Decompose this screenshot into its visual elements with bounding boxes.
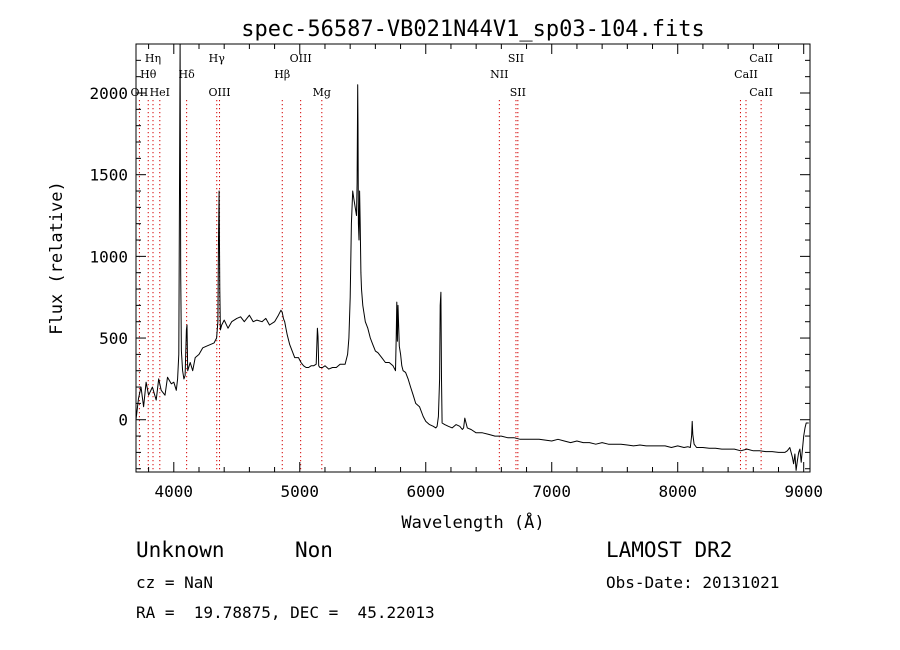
x-tick-label: 4000 — [155, 482, 194, 501]
redshift-label: cz = NaN — [136, 573, 214, 592]
line-marker-label: SII — [508, 52, 524, 65]
x-tick-label: 6000 — [406, 482, 445, 501]
y-tick-labels: 0 500 1000 1500 2000 — [89, 84, 128, 430]
line-marker-label: Hθ — [140, 68, 157, 81]
line-marker-label: OII — [131, 86, 149, 99]
line-marker-label: CaII — [734, 68, 758, 81]
spectrum-line — [135, 43, 809, 471]
line-marker-label: CaII — [749, 86, 773, 99]
line-marker-label: CaII — [749, 52, 773, 65]
object-type: Unknown — [136, 538, 225, 562]
y-tick-label: 1000 — [89, 247, 128, 266]
line-marker-label: SII — [510, 86, 526, 99]
chart-title: spec-56587-VB021N44V1_sp03-104.fits — [241, 17, 705, 42]
observation-date: Obs-Date: 20131021 — [606, 573, 780, 592]
x-axis-label: Wavelength (Å) — [401, 511, 544, 533]
x-tick-label: 5000 — [281, 482, 320, 501]
line-marker-label: Hγ — [209, 52, 226, 65]
line-marker-label: NII — [490, 68, 508, 81]
line-marker-label: Hβ — [274, 68, 290, 81]
x-tick-labels: 4000 5000 6000 7000 8000 9000 — [155, 482, 823, 501]
line-marker-label: OIII — [290, 52, 312, 65]
line-marker-label: Mg — [313, 86, 331, 99]
emission-line-markers — [138, 100, 762, 472]
x-tick-label: 7000 — [532, 482, 571, 501]
axis-ticks — [136, 43, 810, 472]
x-tick-label: 9000 — [784, 482, 823, 501]
x-tick-label: 8000 — [658, 482, 697, 501]
plot-frame — [135, 43, 811, 473]
line-marker-label: OIII — [208, 86, 230, 99]
y-axis-label: Flux (relative) — [47, 181, 67, 335]
y-tick-label: 500 — [99, 329, 128, 348]
object-class: Non — [295, 538, 333, 562]
line-marker-label: HeI — [150, 86, 170, 99]
line-marker-label: Hη — [145, 52, 161, 65]
line-marker-label: Hδ — [179, 68, 196, 81]
y-tick-label: 0 — [118, 411, 128, 430]
y-tick-label: 1500 — [89, 166, 128, 185]
y-tick-label: 2000 — [89, 84, 128, 103]
survey-name: LAMOST DR2 — [606, 538, 733, 562]
sky-coordinates: RA = 19.78875, DEC = 45.22013 — [136, 603, 435, 622]
